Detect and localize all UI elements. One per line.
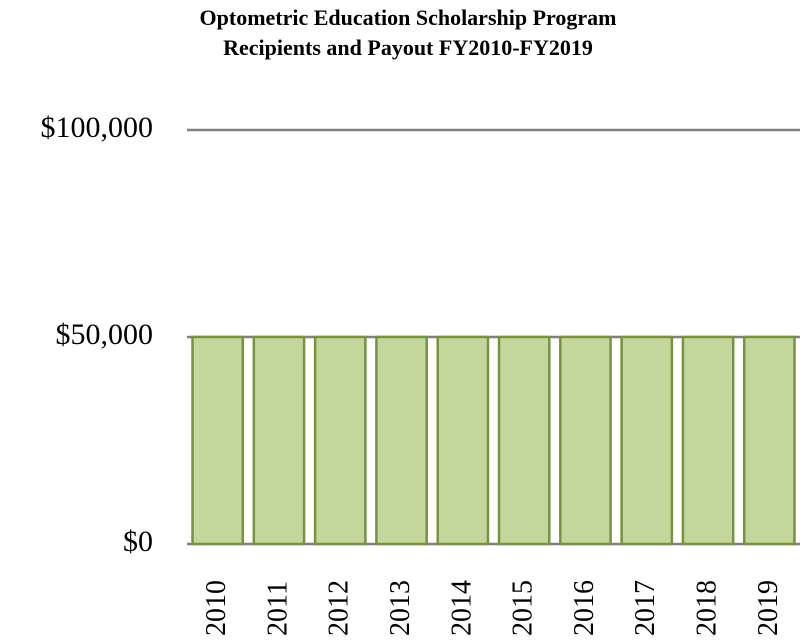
bar [497, 335, 551, 546]
y-tick-label: $50,000 [56, 318, 154, 351]
x-tick-label: 2017 [630, 580, 661, 636]
bar [313, 335, 367, 546]
x-tick-label: 2016 [569, 580, 600, 636]
x-tick-label: 2011 [262, 581, 293, 636]
chart-subtitle: Recipients and Payout FY2010-FY2019 [223, 35, 593, 60]
bar [252, 335, 306, 546]
bar [559, 335, 612, 546]
bar [375, 335, 428, 546]
y-tick-label: $100,000 [41, 111, 154, 144]
chart-title: Optometric Education Scholarship Program [200, 5, 617, 30]
x-tick-label: 2018 [691, 580, 722, 636]
x-tick-label: 2013 [385, 580, 416, 636]
bar [742, 335, 796, 546]
bar [620, 335, 674, 546]
bar [191, 335, 245, 546]
y-tick-label: $0 [123, 525, 153, 558]
x-tick-label: 2019 [753, 580, 784, 636]
x-tick-label: 2010 [201, 580, 232, 636]
x-tick-label: 2014 [446, 580, 477, 636]
bar [436, 335, 490, 546]
x-tick-label: 2012 [324, 580, 355, 636]
bar [681, 335, 735, 546]
x-tick-label: 2015 [508, 580, 539, 636]
